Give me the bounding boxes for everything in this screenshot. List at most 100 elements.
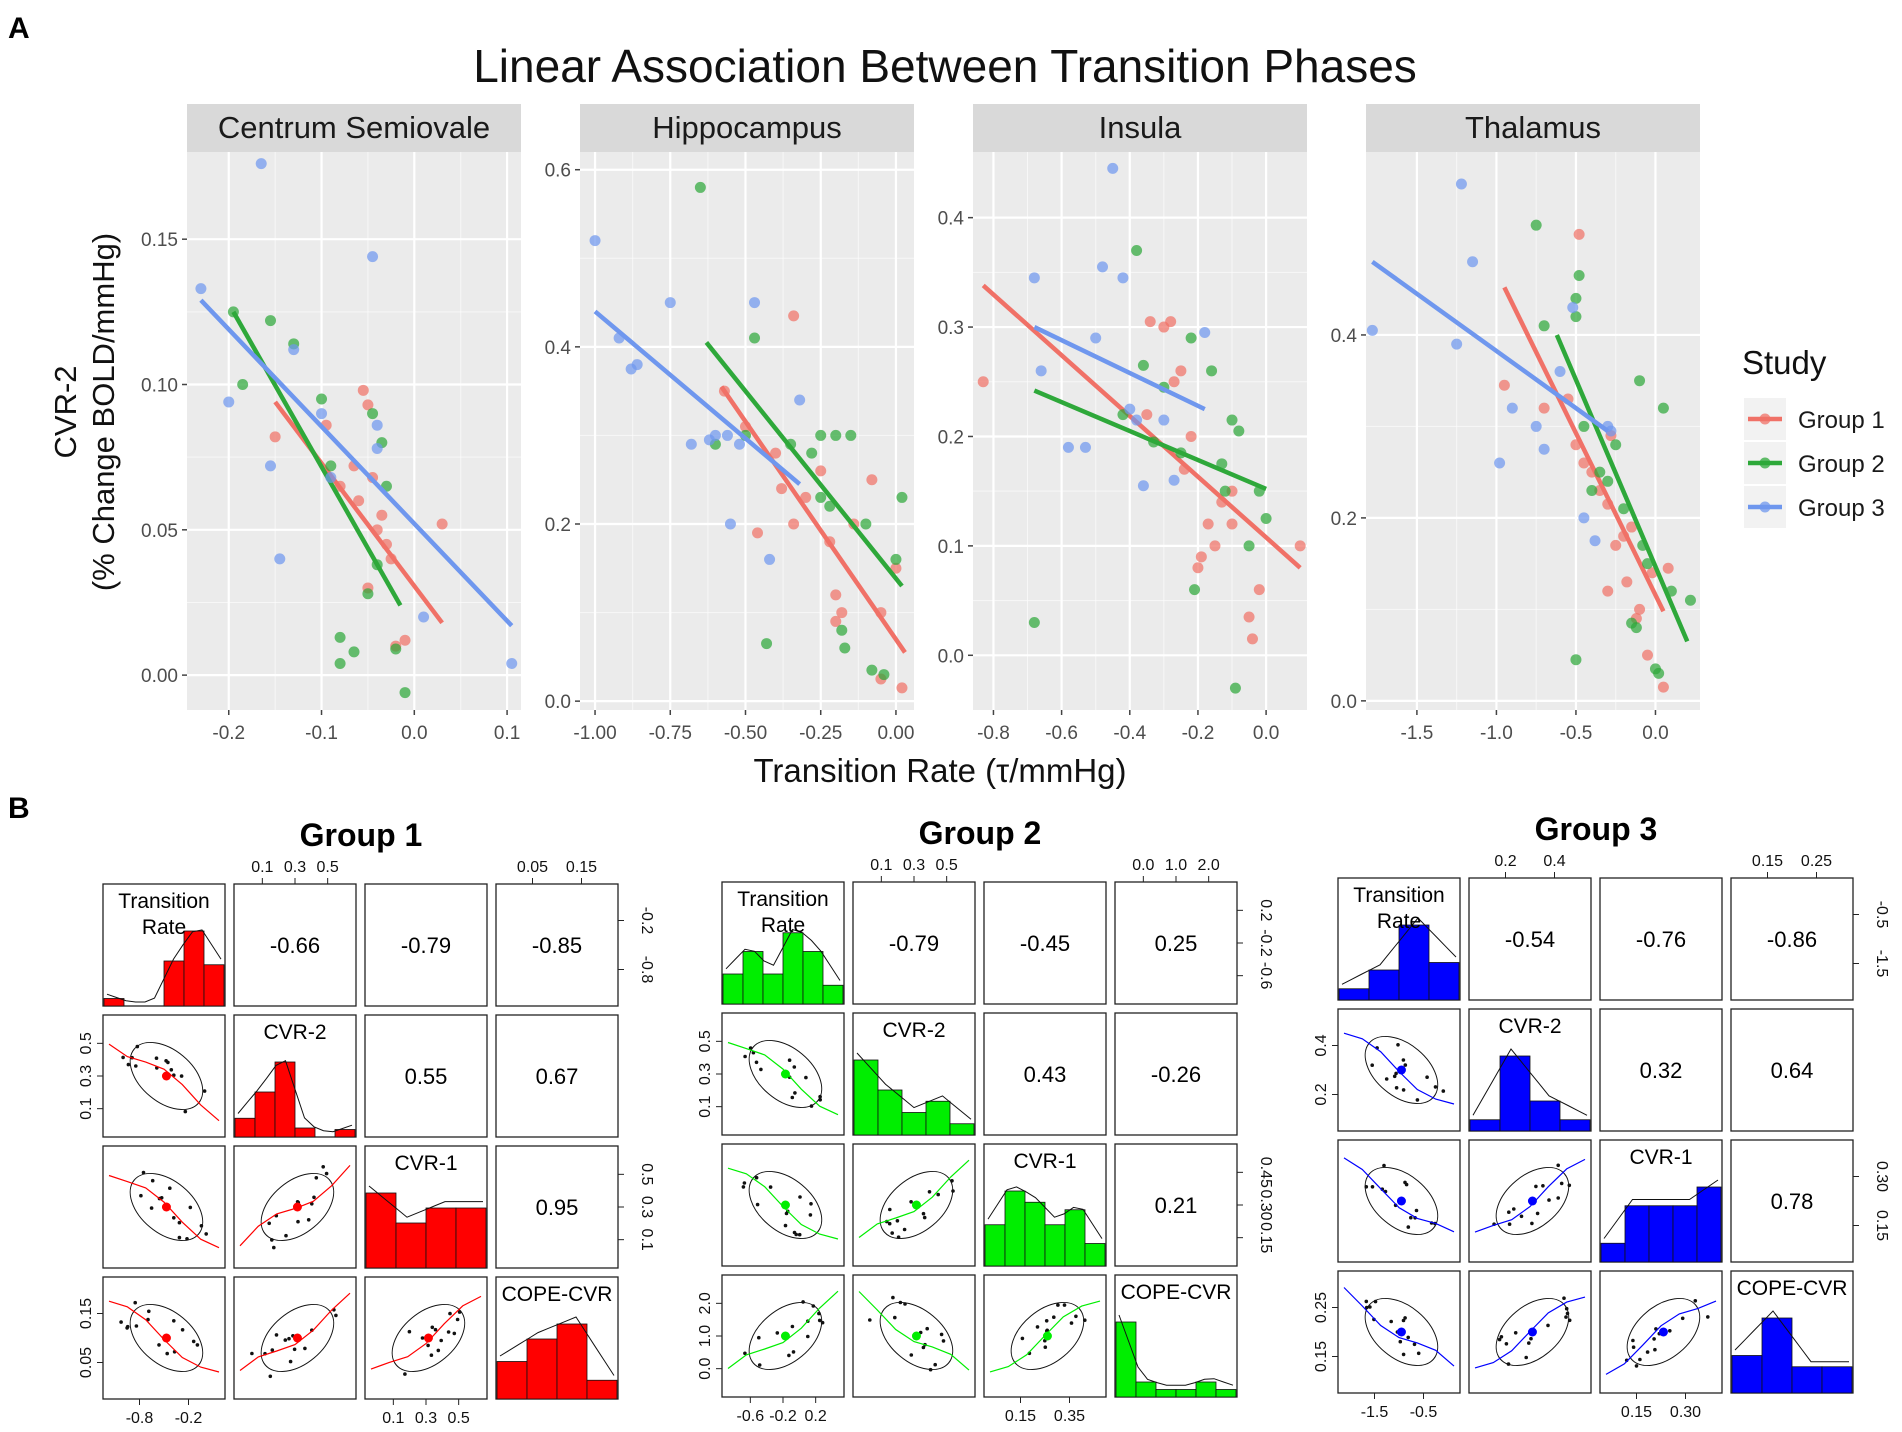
data-point-group-3 [764, 553, 776, 565]
data-point-group-3 [506, 658, 518, 669]
data-point-group-2 [237, 379, 249, 390]
histogram-bar [1044, 1224, 1066, 1267]
data-point-group-1 [1246, 633, 1258, 645]
data-point-group-1 [1165, 316, 1177, 328]
axis-tick-label: 0.15 [1752, 853, 1783, 870]
pairs-point [748, 1046, 753, 1050]
correlation-ellipse [1010, 1301, 1085, 1371]
correlation-value: -0.79 [401, 933, 451, 958]
pairs-point [1506, 1362, 1511, 1366]
pairs-point [168, 1186, 172, 1190]
pairs-point [1519, 1214, 1524, 1219]
pairs-point [793, 1091, 797, 1095]
variable-label: Transition [737, 888, 828, 911]
data-point-group-3 [709, 429, 721, 441]
pairs-point [426, 1343, 430, 1348]
pairs-cell-frame [1468, 877, 1592, 1001]
pairs-point [809, 1202, 813, 1206]
pairs-point [457, 1310, 462, 1314]
pairs-point [306, 1218, 311, 1222]
pairs-point [288, 1359, 293, 1364]
histogram-bar [1624, 1205, 1650, 1263]
pairs-cell-frame [1730, 877, 1854, 1001]
y-tick-label: 0.0 [1331, 692, 1357, 713]
pairs-point [439, 1338, 444, 1343]
pairs-point [1416, 1351, 1421, 1356]
pairs-cell: COPE-CVR [1730, 1270, 1854, 1394]
data-point-group-3 [1028, 272, 1040, 284]
facet-strip-label: Insula [1099, 110, 1182, 145]
data-point-group-1 [1642, 649, 1654, 661]
axis-tick-label: 1.0 [697, 1325, 714, 1347]
pairs-cell: 0.55 [364, 1014, 488, 1138]
data-point-group-2 [1684, 594, 1696, 606]
axis-tick-label: 0.15 [1313, 1341, 1330, 1372]
pairs-point [1364, 1185, 1369, 1189]
data-point-group-1 [752, 527, 764, 539]
data-point-group-3 [195, 283, 207, 295]
pairs-point [185, 1237, 189, 1241]
facet-grid: Centrum Semiovale -0.2 -0.1 0.0 0.1 0.00 0.05 0… [141, 104, 1700, 744]
correlation-value: 0.25 [1155, 931, 1198, 956]
facet-panel-background [973, 152, 1307, 710]
facet-centrum-semiovale: Centrum Semiovale -0.2 -0.1 0.0 0.1 0.00 0.05 0… [141, 104, 521, 744]
data-point-group-3 [1506, 402, 1518, 414]
histogram-bar [1024, 1201, 1046, 1267]
pairs-point [154, 1056, 159, 1060]
data-point-group-3 [288, 344, 300, 356]
data-point-group-3 [794, 394, 806, 406]
loess-line [108, 1043, 220, 1122]
data-point-group-3 [1467, 256, 1479, 268]
data-point-group-1 [353, 495, 365, 507]
mean-point [1527, 1327, 1537, 1337]
data-point-group-1 [1573, 228, 1585, 240]
axis-tick-label: 0.5 [638, 1163, 655, 1185]
axis-tick-label: 0.25 [1801, 853, 1832, 870]
pairs-point [818, 1094, 822, 1099]
histogram-bar [1529, 1100, 1561, 1132]
data-point-group-1 [1634, 603, 1646, 615]
pairs-point [455, 1317, 460, 1322]
pairs-point [296, 1219, 300, 1224]
pairs-point [757, 1363, 762, 1367]
mean-point [423, 1333, 433, 1343]
pairs-point [1409, 1215, 1413, 1220]
density-curve [856, 1052, 972, 1120]
data-point-group-2 [830, 429, 842, 441]
panel-a-label: A [8, 12, 30, 45]
axis-tick-label: 0.15 [78, 1298, 95, 1329]
pairs-point [1401, 1088, 1406, 1092]
histogram-bar [234, 1117, 256, 1138]
data-point-group-3 [325, 472, 337, 483]
pairs-cell: -0.86 [1730, 877, 1854, 1001]
y-tick-label: 0.1 [938, 537, 964, 558]
axis-tick-label: 0.15 [1873, 1210, 1890, 1241]
pairs-cell: -0.79 [364, 883, 488, 1007]
data-point-group-1 [1662, 562, 1674, 574]
pairs-cell: CVR-1 [983, 1143, 1107, 1267]
histogram-bar [103, 998, 125, 1007]
histogram-bar [722, 973, 744, 1005]
x-tick-label: 0.0 [1253, 723, 1279, 744]
data-point-group-2 [390, 643, 402, 655]
pairs-point [903, 1302, 907, 1306]
data-point-group-2 [1642, 558, 1654, 570]
axis-tick-label: -1.5 [1361, 1404, 1389, 1421]
pairs-title: Group 3 [1535, 811, 1658, 847]
correlation-value: -0.54 [1505, 927, 1555, 952]
y-tick-label: 0.2 [1331, 509, 1357, 530]
pairs-point [292, 1347, 297, 1352]
pairs-point [139, 1193, 143, 1198]
pairs-point [202, 1089, 207, 1093]
mean-point [292, 1333, 302, 1343]
x-tick-label: -1.5 [1401, 723, 1434, 744]
histogram-bar [1175, 1389, 1197, 1398]
data-point-group-3 [1567, 302, 1579, 314]
pairs-point [1653, 1347, 1657, 1352]
pairs-cell [102, 1276, 226, 1400]
y-tick-label: 0.00 [141, 666, 178, 687]
pairs-point [1389, 1319, 1393, 1324]
axis-tick-label: -0.8 [126, 1410, 154, 1427]
data-point-group-2 [694, 181, 706, 193]
pairs-point [1043, 1345, 1048, 1349]
